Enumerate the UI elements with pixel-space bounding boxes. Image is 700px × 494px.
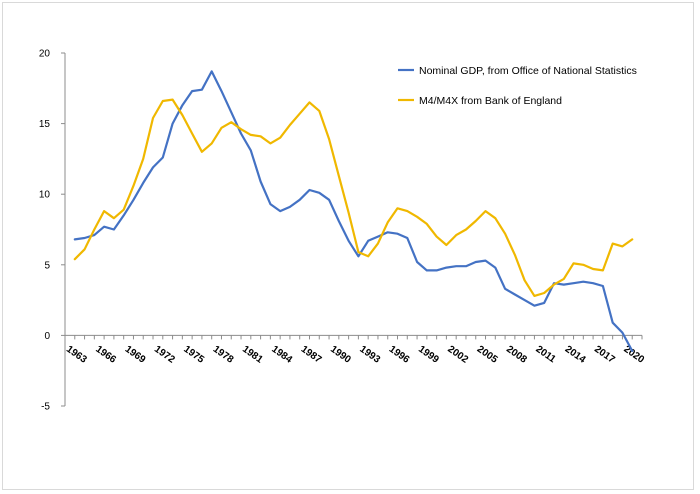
x-tick-label: 2020 — [621, 344, 646, 366]
x-tick-label: 1963 — [64, 344, 89, 366]
x-tick-label: 1996 — [387, 344, 412, 366]
y-tick-label: 10 — [39, 190, 51, 201]
x-tick-label: 1975 — [181, 344, 206, 366]
chart-frame — [2, 2, 694, 490]
x-tick-label: 2017 — [592, 344, 617, 366]
y-tick-label: 0 — [44, 331, 50, 342]
y-tick-label: -5 — [41, 402, 50, 413]
x-tick-label: 2014 — [563, 344, 588, 366]
x-tick-label: 1972 — [152, 344, 177, 366]
legend-label: M4/M4X from Bank of England — [419, 95, 562, 107]
x-tick-label: 2011 — [533, 344, 557, 366]
y-tick-label: 15 — [39, 119, 51, 130]
legend: Nominal GDP, from Office of National Sta… — [398, 65, 637, 107]
x-tick-label: 1987 — [299, 344, 324, 366]
x-tick-label: 1969 — [123, 344, 148, 366]
legend-label: Nominal GDP, from Office of National Sta… — [419, 65, 637, 77]
x-tick-label: 1966 — [93, 344, 118, 366]
series-lines — [73, 70, 634, 352]
x-tick-label: 2005 — [475, 344, 500, 366]
x-tick-label: 2008 — [504, 344, 529, 366]
y-tick-label: 20 — [39, 49, 51, 60]
series-line-m4-m4x — [73, 98, 634, 297]
x-tick-label: 1990 — [328, 344, 353, 366]
x-tick-label: 1978 — [211, 344, 236, 366]
x-tick-label: 1993 — [357, 344, 382, 366]
x-tick-label: 1984 — [269, 344, 294, 366]
series-line-nominal-gdp — [73, 70, 634, 352]
x-tick-label: 2002 — [445, 344, 470, 366]
x-tick-label: 1999 — [416, 344, 441, 366]
y-tick-label: 5 — [44, 260, 50, 271]
x-tick-label: 1981 — [240, 344, 265, 366]
